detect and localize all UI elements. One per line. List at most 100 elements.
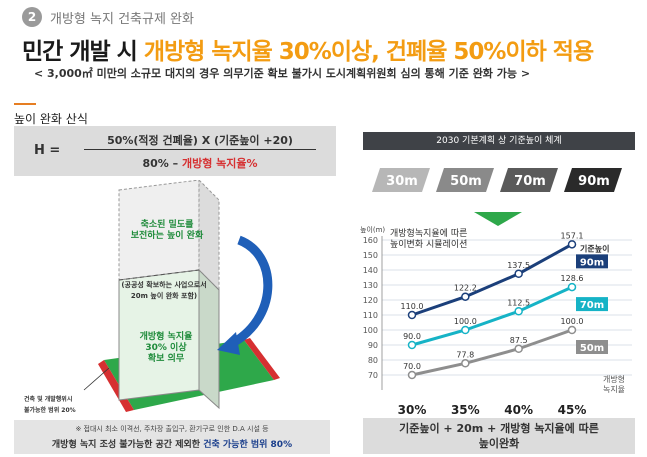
data-label-50m-2: 87.5 xyxy=(510,336,528,345)
data-label-90m-0: 110.0 xyxy=(401,302,424,311)
y-tick-label-6: 130 xyxy=(363,281,378,290)
x-tick-label-1: 35% xyxy=(451,403,480,417)
building-svg xyxy=(83,180,280,412)
x-tick-label-2: 40% xyxy=(504,403,533,417)
y-axis-label: 높이(m) xyxy=(360,225,385,234)
section-number-badge: 2 xyxy=(22,7,42,27)
arrow-head-icon xyxy=(217,332,240,355)
y-tick-label-2: 90 xyxy=(368,341,378,350)
down-triangle-icon xyxy=(474,212,522,226)
building-side xyxy=(198,268,220,410)
x-tick-label-0: 30% xyxy=(398,403,427,417)
series-badge-90m xyxy=(576,254,608,269)
series-badge-70m xyxy=(576,297,608,312)
series-badge-label-50m: 50m xyxy=(580,343,604,354)
series-badge-label-90m: 90m xyxy=(580,257,604,268)
curved-arrow xyxy=(226,235,273,350)
chart-annotation-line-0: 개방형녹지율에 따른 xyxy=(390,228,467,239)
mid-label: (공공성 확보하는 사업으로서 20m 높이 완화 포함) xyxy=(121,281,207,300)
formula-denominator-red: 개방형 녹지율% xyxy=(181,157,258,170)
plan-level-chevron-3 xyxy=(564,168,622,192)
formula-numerator: 50%(적정 건폐율) X (기준높이 +20) xyxy=(107,134,293,147)
series-point-90m-1 xyxy=(461,292,470,301)
data-label-70m-2: 112.5 xyxy=(507,298,530,307)
data-label-90m-3: 157.1 xyxy=(561,231,584,240)
y-tick-label-0: 70 xyxy=(368,371,378,380)
plan-level-chevron-0 xyxy=(372,168,430,192)
section-header: 2 개방형 녹지 건축규제 완화 xyxy=(22,6,194,28)
chart-area: 30m 50m 70m 90m 높이(m) 70 80 90 100 110 120 130 140 15… xyxy=(352,160,644,457)
note-line1: ※ 접대시 최소 이격선, 주차장 출입구, 환기구로 인한 D.A 시설 등 xyxy=(75,425,269,433)
leader-line xyxy=(83,367,110,391)
x-axis-label-line-0: 개방형 xyxy=(603,374,625,384)
data-label-90m-1: 122.2 xyxy=(454,284,477,293)
series-point-50m-0 xyxy=(407,370,417,380)
note-box: ※ 접대시 최소 이격선, 주차장 출입구, 환기구로 인한 D.A 시설 등 … xyxy=(14,420,330,454)
plan-level-label-3: 90m xyxy=(578,174,610,189)
accent-tick xyxy=(14,103,36,105)
data-label-50m-1: 77.8 xyxy=(456,350,474,359)
y-tick-label-3: 100 xyxy=(363,326,378,335)
y-tick-label-1: 80 xyxy=(368,356,378,365)
series-line-90m xyxy=(411,243,573,317)
data-label-50m-0: 70.0 xyxy=(403,362,421,371)
series-line-70m xyxy=(411,285,573,347)
x-axis-label-line-1: 녹지율 xyxy=(603,385,625,394)
series-point-90m-2 xyxy=(514,269,523,278)
data-label-70m-1: 100.0 xyxy=(454,317,477,326)
red-strip-right xyxy=(244,338,280,380)
note-line2-blue: 건축 가능한 범위 80% xyxy=(203,440,293,450)
subline: < 3,000㎡ 미만의 소규모 대지의 경우 의무기준 확보 불가시 도시계획… xyxy=(33,67,531,80)
upper-label: 축소된 밀도를 보전하는 높이 완화 xyxy=(130,220,204,241)
plan-title-bar: 2030 기본계획 상 기준높이 체계 xyxy=(363,132,635,150)
height-chart: 30m 50m 70m 90m 높이(m) 70 80 90 100 110 120 130 140 15… xyxy=(360,168,632,417)
y-tick-label-5: 120 xyxy=(363,296,378,305)
formula-denominator-prefix: 80% – xyxy=(142,157,182,170)
chart-caption: 기준높이 + 20m + 개방형 녹지율에 따른 높이완화 xyxy=(399,422,599,450)
y-tick-label-8: 150 xyxy=(363,251,378,260)
plan-level-chevron-2 xyxy=(500,168,558,192)
y-tick-label-9: 160 xyxy=(363,236,378,245)
note-line2: 개방형 녹지 조성 불가능한 공간 제외한 건축 가능한 범위 80% xyxy=(14,437,330,450)
section-title: 개방형 녹지 건축규제 완화 xyxy=(50,11,194,27)
formula-fraction-line xyxy=(84,149,316,150)
y-tick-label-7: 140 xyxy=(363,266,378,275)
headline-black: 민간 개발 시 xyxy=(22,39,144,65)
lower-label: 개방형 녹지율 30% 이상 확보 의무 xyxy=(139,332,193,364)
series-point-90m-0 xyxy=(407,310,417,320)
formula-h: H = xyxy=(34,143,61,158)
series-badge-50m xyxy=(576,340,608,354)
series-point-50m-2 xyxy=(514,344,523,353)
side-label: 건축 및 개발행위시 불가능한 범위 20% xyxy=(24,396,76,414)
ghost-upper-side xyxy=(198,180,220,292)
data-label-50m-3: 100.0 xyxy=(561,317,584,326)
plan-level-chevron-1 xyxy=(436,168,494,192)
series-point-70m-3 xyxy=(567,282,577,292)
plan-level-label-1: 50m xyxy=(450,174,482,189)
chart-caption-box: 기준높이 + 20m + 개방형 녹지율에 따른 높이완화 xyxy=(363,418,635,454)
series-badge-label-70m: 70m xyxy=(580,300,604,311)
series-point-50m-1 xyxy=(461,359,470,368)
series-point-50m-3 xyxy=(567,325,577,335)
data-label-70m-3: 128.6 xyxy=(561,274,584,283)
series-point-90m-3 xyxy=(567,240,577,249)
formula-title: 높이 완화 산식 xyxy=(14,112,88,126)
legend-top-label: 기준높이 xyxy=(580,243,609,253)
series-point-70m-1 xyxy=(461,325,470,335)
formula-denominator: 80% – 개방형 녹지율% xyxy=(84,155,316,171)
series-line-50m xyxy=(411,328,573,377)
building-illustration: 축소된 밀도를 보전하는 높이 완화 (공공성 확보하는 사업으로서 20m 높… xyxy=(14,180,344,416)
data-label-90m-2: 137.5 xyxy=(507,261,530,270)
plan-level-label-2: 70m xyxy=(514,174,546,189)
headline: 민간 개발 시 개방형 녹지율 30%이상, 건폐율 50%이하 적용 xyxy=(22,32,594,66)
note-line2-prefix: 개방형 녹지 조성 불가능한 공간 제외한 xyxy=(51,440,204,450)
series-point-70m-0 xyxy=(407,340,417,350)
formula-box: H = 50%(적정 건폐율) X (기준높이 +20) 80% – 개방형 녹… xyxy=(14,126,336,176)
chart-annotation-line-1: 높이변화 시뮬레이션 xyxy=(390,239,467,250)
x-tick-label-3: 45% xyxy=(558,403,587,417)
series-point-70m-2 xyxy=(514,307,523,316)
headline-orange: 개방형 녹지율 30%이상, 건폐율 50%이하 적용 xyxy=(143,39,594,65)
y-tick-label-4: 110 xyxy=(363,311,378,320)
data-label-70m-0: 90.0 xyxy=(403,332,421,341)
plan-level-label-0: 30m xyxy=(386,174,418,189)
